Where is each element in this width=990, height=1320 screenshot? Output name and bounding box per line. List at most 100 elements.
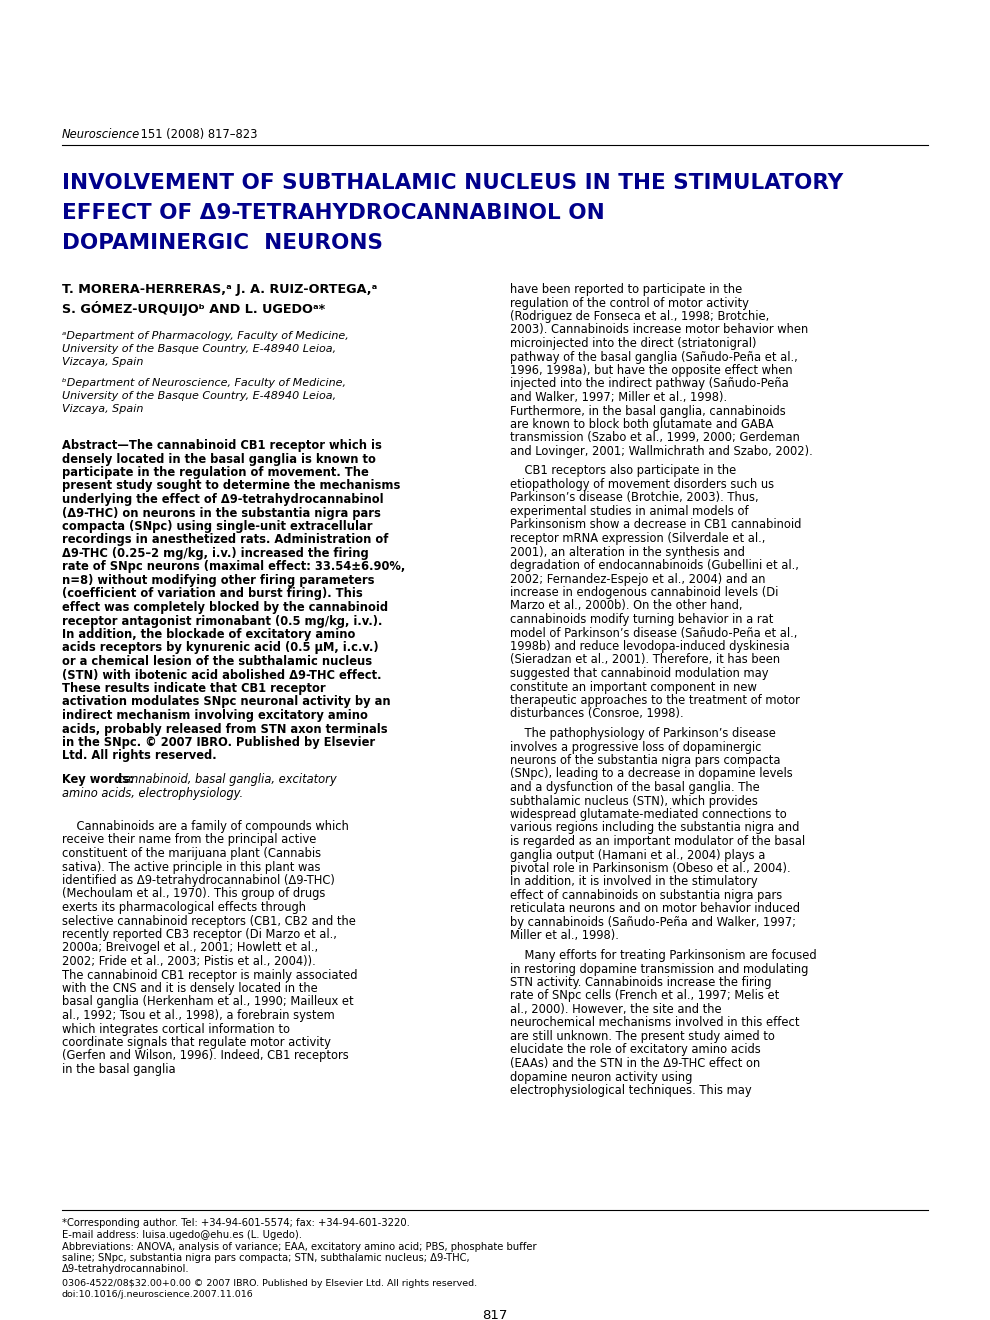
Text: receptor antagonist rimonabant (0.5 mg/kg, i.v.).: receptor antagonist rimonabant (0.5 mg/k… (62, 615, 382, 627)
Text: The cannabinoid CB1 receptor is mainly associated: The cannabinoid CB1 receptor is mainly a… (62, 969, 357, 982)
Text: 1998b) and reduce levodopa-induced dyskinesia: 1998b) and reduce levodopa-induced dyski… (510, 640, 790, 653)
Text: is regarded as an important modulator of the basal: is regarded as an important modulator of… (510, 836, 805, 847)
Text: (coefficient of variation and burst firing). This: (coefficient of variation and burst firi… (62, 587, 362, 601)
Text: have been reported to participate in the: have been reported to participate in the (510, 282, 742, 296)
Text: subthalamic nucleus (STN), which provides: subthalamic nucleus (STN), which provide… (510, 795, 758, 808)
Text: University of the Basque Country, E-48940 Leioa,: University of the Basque Country, E-4894… (62, 345, 337, 354)
Text: *Corresponding author. Tel: +34-94-601-5574; fax: +34-94-601-3220.: *Corresponding author. Tel: +34-94-601-5… (62, 1218, 410, 1228)
Text: (Gerfen and Wilson, 1996). Indeed, CB1 receptors: (Gerfen and Wilson, 1996). Indeed, CB1 r… (62, 1049, 348, 1063)
Text: Ltd. All rights reserved.: Ltd. All rights reserved. (62, 750, 217, 763)
Text: EFFECT OF Δ9-TETRAHYDROCANNABINOL ON: EFFECT OF Δ9-TETRAHYDROCANNABINOL ON (62, 203, 605, 223)
Text: Δ9-THC (0.25–2 mg/kg, i.v.) increased the firing: Δ9-THC (0.25–2 mg/kg, i.v.) increased th… (62, 546, 368, 560)
Text: neurochemical mechanisms involved in this effect: neurochemical mechanisms involved in thi… (510, 1016, 800, 1030)
Text: Abstract—The cannabinoid CB1 receptor which is: Abstract—The cannabinoid CB1 receptor wh… (62, 440, 382, 451)
Text: receptor mRNA expression (Silverdale et al.,: receptor mRNA expression (Silverdale et … (510, 532, 765, 545)
Text: recently reported CB3 receptor (Di Marzo et al.,: recently reported CB3 receptor (Di Marzo… (62, 928, 337, 941)
Text: in the basal ganglia: in the basal ganglia (62, 1063, 175, 1076)
Text: Δ9-tetrahydrocannabinol.: Δ9-tetrahydrocannabinol. (62, 1265, 190, 1274)
Text: in restoring dopamine transmission and modulating: in restoring dopamine transmission and m… (510, 962, 809, 975)
Text: (Rodriguez de Fonseca et al., 1998; Brotchie,: (Rodriguez de Fonseca et al., 1998; Brot… (510, 310, 769, 323)
Text: 0306-4522/08$32.00+0.00 © 2007 IBRO. Published by Elsevier Ltd. All rights reser: 0306-4522/08$32.00+0.00 © 2007 IBRO. Pub… (62, 1279, 477, 1288)
Text: Vizcaya, Spain: Vizcaya, Spain (62, 404, 144, 414)
Text: Cannabinoids are a family of compounds which: Cannabinoids are a family of compounds w… (62, 820, 348, 833)
Text: 1996, 1998a), but have the opposite effect when: 1996, 1998a), but have the opposite effe… (510, 364, 793, 378)
Text: al., 1992; Tsou et al., 1998), a forebrain system: al., 1992; Tsou et al., 1998), a forebra… (62, 1008, 335, 1022)
Text: in the SNpc. © 2007 IBRO. Published by Elsevier: in the SNpc. © 2007 IBRO. Published by E… (62, 737, 375, 748)
Text: 2000a; Breivogel et al., 2001; Howlett et al.,: 2000a; Breivogel et al., 2001; Howlett e… (62, 941, 318, 954)
Text: S. GÓMEZ-URQUIJOᵇ AND L. UGEDOᵃ*: S. GÓMEZ-URQUIJOᵇ AND L. UGEDOᵃ* (62, 301, 325, 315)
Text: In addition, the blockade of excitatory amino: In addition, the blockade of excitatory … (62, 628, 355, 642)
Text: present study sought to determine the mechanisms: present study sought to determine the me… (62, 479, 400, 492)
Text: Key words:: Key words: (62, 774, 134, 785)
Text: saline; SNpc, substantia nigra pars compacta; STN, subthalamic nucleus; Δ9-THC,: saline; SNpc, substantia nigra pars comp… (62, 1253, 469, 1263)
Text: by cannabinoids (Sañudo-Peña and Walker, 1997;: by cannabinoids (Sañudo-Peña and Walker,… (510, 916, 796, 929)
Text: These results indicate that CB1 receptor: These results indicate that CB1 receptor (62, 682, 326, 696)
Text: INVOLVEMENT OF SUBTHALAMIC NUCLEUS IN THE STIMULATORY: INVOLVEMENT OF SUBTHALAMIC NUCLEUS IN TH… (62, 173, 843, 193)
Text: and Walker, 1997; Miller et al., 1998).: and Walker, 1997; Miller et al., 1998). (510, 391, 727, 404)
Text: STN activity. Cannabinoids increase the firing: STN activity. Cannabinoids increase the … (510, 975, 771, 989)
Text: (Sieradzan et al., 2001). Therefore, it has been: (Sieradzan et al., 2001). Therefore, it … (510, 653, 780, 667)
Text: regulation of the control of motor activity: regulation of the control of motor activ… (510, 297, 748, 309)
Text: E-mail address: luisa.ugedo@ehu.es (L. Ugedo).: E-mail address: luisa.ugedo@ehu.es (L. U… (62, 1230, 302, 1239)
Text: 151 (2008) 817–823: 151 (2008) 817–823 (137, 128, 257, 141)
Text: participate in the regulation of movement. The: participate in the regulation of movemen… (62, 466, 368, 479)
Text: constitute an important component in new: constitute an important component in new (510, 681, 757, 693)
Text: or a chemical lesion of the subthalamic nucleus: or a chemical lesion of the subthalamic … (62, 655, 372, 668)
Text: transmission (Szabo et al., 1999, 2000; Gerdeman: transmission (Szabo et al., 1999, 2000; … (510, 432, 800, 445)
Text: Many efforts for treating Parkinsonism are focused: Many efforts for treating Parkinsonism a… (510, 949, 817, 962)
Text: neurons of the substantia nigra pars compacta: neurons of the substantia nigra pars com… (510, 754, 780, 767)
Text: receive their name from the principal active: receive their name from the principal ac… (62, 833, 317, 846)
Text: (Mechoulam et al., 1970). This group of drugs: (Mechoulam et al., 1970). This group of … (62, 887, 326, 900)
Text: (Δ9-THC) on neurons in the substantia nigra pars: (Δ9-THC) on neurons in the substantia ni… (62, 507, 381, 520)
Text: cannabinoids modify turning behavior in a rat: cannabinoids modify turning behavior in … (510, 612, 773, 626)
Text: elucidate the role of excitatory amino acids: elucidate the role of excitatory amino a… (510, 1044, 760, 1056)
Text: constituent of the marijuana plant (Cannabis: constituent of the marijuana plant (Cann… (62, 847, 321, 861)
Text: acids receptors by kynurenic acid (0.5 μM, i.c.v.): acids receptors by kynurenic acid (0.5 μ… (62, 642, 378, 655)
Text: n=8) without modifying other firing parameters: n=8) without modifying other firing para… (62, 574, 374, 587)
Text: are still unknown. The present study aimed to: are still unknown. The present study aim… (510, 1030, 775, 1043)
Text: suggested that cannabinoid modulation may: suggested that cannabinoid modulation ma… (510, 667, 768, 680)
Text: Parkinson’s disease (Brotchie, 2003). Thus,: Parkinson’s disease (Brotchie, 2003). Th… (510, 491, 758, 504)
Text: various regions including the substantia nigra and: various regions including the substantia… (510, 821, 799, 834)
Text: reticulata neurons and on motor behavior induced: reticulata neurons and on motor behavior… (510, 903, 800, 916)
Text: (SNpc), leading to a decrease in dopamine levels: (SNpc), leading to a decrease in dopamin… (510, 767, 793, 780)
Text: ᵃDepartment of Pharmacology, Faculty of Medicine,: ᵃDepartment of Pharmacology, Faculty of … (62, 331, 348, 341)
Text: In addition, it is involved in the stimulatory: In addition, it is involved in the stimu… (510, 875, 757, 888)
Text: 2002; Fride et al., 2003; Pistis et al., 2004)).: 2002; Fride et al., 2003; Pistis et al.,… (62, 954, 316, 968)
Text: Neuroscience: Neuroscience (62, 128, 141, 141)
Text: 817: 817 (482, 1309, 508, 1320)
Text: DOPAMINERGIC  NEURONS: DOPAMINERGIC NEURONS (62, 234, 383, 253)
Text: injected into the indirect pathway (Sañudo-Peña: injected into the indirect pathway (Sañu… (510, 378, 789, 391)
Text: Abbreviations: ANOVA, analysis of variance; EAA, excitatory amino acid; PBS, pho: Abbreviations: ANOVA, analysis of varian… (62, 1242, 537, 1251)
Text: exerts its pharmacological effects through: exerts its pharmacological effects throu… (62, 902, 306, 913)
Text: al., 2000). However, the site and the: al., 2000). However, the site and the (510, 1003, 722, 1016)
Text: etiopathology of movement disorders such us: etiopathology of movement disorders such… (510, 478, 774, 491)
Text: amino acids, electrophysiology.: amino acids, electrophysiology. (62, 787, 244, 800)
Text: effect of cannabinoids on substantia nigra pars: effect of cannabinoids on substantia nig… (510, 888, 782, 902)
Text: densely located in the basal ganglia is known to: densely located in the basal ganglia is … (62, 453, 376, 466)
Text: disturbances (Consroe, 1998).: disturbances (Consroe, 1998). (510, 708, 684, 721)
Text: basal ganglia (Herkenham et al., 1990; Mailleux et: basal ganglia (Herkenham et al., 1990; M… (62, 995, 353, 1008)
Text: activation modulates SNpc neuronal activity by an: activation modulates SNpc neuronal activ… (62, 696, 391, 709)
Text: indirect mechanism involving excitatory amino: indirect mechanism involving excitatory … (62, 709, 368, 722)
Text: cannabinoid, basal ganglia, excitatory: cannabinoid, basal ganglia, excitatory (114, 774, 337, 785)
Text: compacta (SNpc) using single-unit extracellular: compacta (SNpc) using single-unit extrac… (62, 520, 372, 533)
Text: underlying the effect of Δ9-tetrahydrocannabinol: underlying the effect of Δ9-tetrahydroca… (62, 492, 384, 506)
Text: widespread glutamate-mediated connections to: widespread glutamate-mediated connection… (510, 808, 787, 821)
Text: and Lovinger, 2001; Wallmichrath and Szabo, 2002).: and Lovinger, 2001; Wallmichrath and Sza… (510, 445, 813, 458)
Text: Marzo et al., 2000b). On the other hand,: Marzo et al., 2000b). On the other hand, (510, 599, 742, 612)
Text: sativa). The active principle in this plant was: sativa). The active principle in this pl… (62, 861, 321, 874)
Text: therapeutic approaches to the treatment of motor: therapeutic approaches to the treatment … (510, 694, 800, 708)
Text: coordinate signals that regulate motor activity: coordinate signals that regulate motor a… (62, 1036, 331, 1049)
Text: experimental studies in animal models of: experimental studies in animal models of (510, 506, 748, 517)
Text: are known to block both glutamate and GABA: are known to block both glutamate and GA… (510, 418, 773, 432)
Text: (STN) with ibotenic acid abolished Δ9-THC effect.: (STN) with ibotenic acid abolished Δ9-TH… (62, 668, 381, 681)
Text: Vizcaya, Spain: Vizcaya, Spain (62, 356, 144, 367)
Text: recordings in anesthetized rats. Administration of: recordings in anesthetized rats. Adminis… (62, 533, 388, 546)
Text: degradation of endocannabinoids (Gubellini et al.,: degradation of endocannabinoids (Gubelli… (510, 558, 799, 572)
Text: pivotal role in Parkinsonism (Obeso et al., 2004).: pivotal role in Parkinsonism (Obeso et a… (510, 862, 791, 875)
Text: selective cannabinoid receptors (CB1, CB2 and the: selective cannabinoid receptors (CB1, CB… (62, 915, 355, 928)
Text: 2002; Fernandez-Espejo et al., 2004) and an: 2002; Fernandez-Espejo et al., 2004) and… (510, 573, 765, 586)
Text: CB1 receptors also participate in the: CB1 receptors also participate in the (510, 465, 737, 478)
Text: which integrates cortical information to: which integrates cortical information to (62, 1023, 290, 1035)
